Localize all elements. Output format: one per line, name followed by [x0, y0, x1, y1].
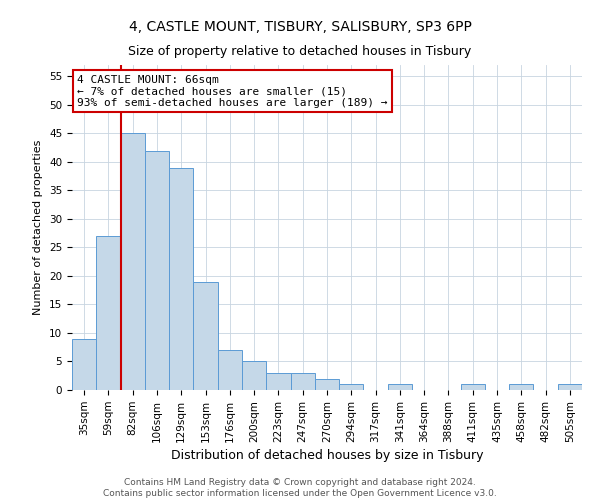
- Bar: [558, 384, 582, 390]
- Bar: [266, 373, 290, 390]
- Bar: [290, 373, 315, 390]
- Bar: [96, 236, 121, 390]
- Bar: [145, 150, 169, 390]
- Bar: [388, 384, 412, 390]
- Bar: [461, 384, 485, 390]
- Bar: [315, 378, 339, 390]
- X-axis label: Distribution of detached houses by size in Tisbury: Distribution of detached houses by size …: [171, 449, 483, 462]
- Text: Contains HM Land Registry data © Crown copyright and database right 2024.
Contai: Contains HM Land Registry data © Crown c…: [103, 478, 497, 498]
- Text: Size of property relative to detached houses in Tisbury: Size of property relative to detached ho…: [128, 45, 472, 58]
- Bar: [72, 338, 96, 390]
- Bar: [339, 384, 364, 390]
- Text: 4 CASTLE MOUNT: 66sqm
← 7% of detached houses are smaller (15)
93% of semi-detac: 4 CASTLE MOUNT: 66sqm ← 7% of detached h…: [77, 74, 388, 108]
- Bar: [121, 134, 145, 390]
- Bar: [169, 168, 193, 390]
- Bar: [509, 384, 533, 390]
- Bar: [242, 362, 266, 390]
- Bar: [193, 282, 218, 390]
- Bar: [218, 350, 242, 390]
- Y-axis label: Number of detached properties: Number of detached properties: [34, 140, 43, 315]
- Text: 4, CASTLE MOUNT, TISBURY, SALISBURY, SP3 6PP: 4, CASTLE MOUNT, TISBURY, SALISBURY, SP3…: [128, 20, 472, 34]
